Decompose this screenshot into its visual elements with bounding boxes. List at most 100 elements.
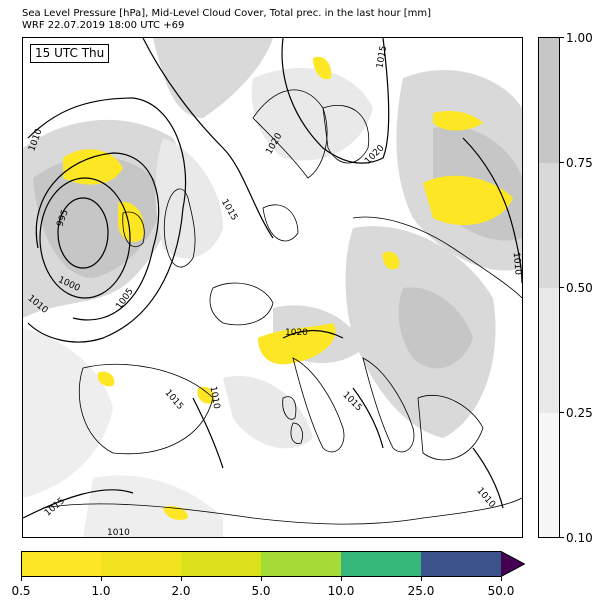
precip-area: [423, 175, 513, 226]
colorbar-tick-label: 1.00: [566, 31, 593, 45]
isobar: [27, 97, 187, 343]
precip-colorbar-outline: [21, 551, 525, 577]
precip-segment: [421, 551, 501, 577]
valid-time-label: 15 UTC Thu: [30, 44, 110, 63]
precipitation-layer: [63, 56, 513, 520]
isobar: [472, 447, 504, 509]
isobar: [281, 38, 390, 164]
cloud-area: [398, 287, 473, 369]
isobar-layer: [23, 38, 522, 519]
isobar-label: 1010: [107, 528, 130, 537]
isobar-label: 1015: [162, 388, 184, 412]
cloud-cover-layer: [23, 38, 522, 537]
isobar: [352, 387, 384, 449]
colorbar-tick-label: 0.5: [11, 584, 31, 598]
coastline: [290, 422, 303, 444]
coastline: [78, 363, 214, 455]
cloud-cover-colorbar: [538, 37, 560, 538]
weather-map: 995 1000 1005 1010 1010 1015 1020 1020 1…: [23, 38, 522, 537]
coastline: [352, 216, 522, 299]
colorbar-tick-label: 0.50: [566, 281, 593, 295]
coastline: [252, 89, 328, 179]
colorbar-tick-label: 1.0: [91, 584, 111, 598]
precip-extend-arrow: [501, 551, 525, 577]
precip-area: [118, 202, 144, 243]
coastline: [282, 396, 297, 420]
colorbar-tick: [421, 577, 422, 581]
map-panel: 995 1000 1005 1010 1010 1015 1020 1020 1…: [22, 37, 523, 538]
cloud-cover-segment: [539, 163, 559, 288]
precip-area: [258, 323, 336, 365]
colorbar-tick-label: 25.0: [407, 584, 435, 598]
colorbar-tick: [560, 412, 564, 413]
precip-area: [197, 386, 215, 404]
coastline: [417, 394, 484, 461]
colorbar-tick-label: 2.0: [171, 584, 191, 598]
cloud-area: [223, 376, 313, 449]
isobar: [192, 397, 224, 469]
colorbar-tick: [560, 162, 564, 163]
coastline: [292, 357, 345, 453]
precip-area: [63, 149, 123, 185]
map-title: Sea Level Pressure [hPa], Mid-Level Clou…: [22, 8, 432, 19]
cloud-area: [155, 138, 223, 259]
isobar-label: 1005: [114, 287, 135, 311]
precip-segment: [101, 551, 181, 577]
coastline: [42, 497, 522, 525]
colorbar-tick-label: 10.0: [327, 584, 355, 598]
precip-colorbar: [21, 551, 525, 577]
precip-segment: [261, 551, 341, 577]
precip-area: [97, 371, 115, 387]
colorbar-tick-label: 50.0: [487, 584, 515, 598]
isobar-label: 1015: [375, 45, 389, 69]
coastline: [163, 188, 196, 268]
isobar-label: 1020: [363, 143, 386, 166]
colorbar-tick: [341, 577, 342, 581]
cloud-area: [251, 68, 373, 161]
coastline: [209, 282, 274, 326]
colorbar-tick: [181, 577, 182, 581]
isobar-label: 1010: [207, 386, 221, 411]
colorbar-tick: [21, 577, 22, 581]
precip-area: [433, 111, 483, 131]
isobar-label: 1020: [285, 328, 308, 338]
cloud-cover-segment: [539, 413, 559, 537]
cloud-area: [23, 328, 113, 498]
isobar-label: 1010: [511, 252, 522, 276]
precip-area: [382, 251, 400, 270]
colorbar-tick: [560, 287, 564, 288]
coastline: [122, 211, 145, 248]
coastline: [362, 357, 415, 453]
cloud-cover-segment: [539, 38, 559, 163]
coastline: [322, 105, 370, 164]
colorbar-tick-label: 0.10: [566, 531, 593, 545]
isobar-label: 1010: [474, 486, 497, 510]
isobar: [462, 137, 522, 284]
precip-segment: [21, 551, 101, 577]
colorbar-tick: [101, 577, 102, 581]
precip-area: [163, 506, 188, 520]
colorbar-tick: [261, 577, 262, 581]
colorbar-tick-label: 0.75: [566, 156, 593, 170]
isobar: [142, 38, 274, 239]
map-subtitle: WRF 22.07.2019 18:00 UTC +69: [22, 20, 185, 31]
colorbar-tick-label: 5.0: [251, 584, 271, 598]
precip-area: [313, 56, 332, 80]
isobar-label: 1015: [43, 496, 67, 518]
precip-segment: [181, 551, 261, 577]
isobar-label: 1015: [340, 390, 363, 413]
colorbar-tick: [560, 537, 564, 538]
colorbar-tick: [560, 37, 564, 38]
cloud-area: [153, 38, 273, 118]
cloud-area: [33, 156, 163, 278]
coastline-layer: [42, 89, 522, 525]
isobar: [57, 197, 109, 269]
isobar: [35, 152, 160, 321]
isobar: [23, 489, 134, 519]
coastline: [262, 204, 299, 242]
isobar: [282, 329, 344, 339]
colorbar-tick-label: 0.25: [566, 406, 593, 420]
isobar: [39, 177, 131, 299]
colorbar-tick: [501, 577, 502, 581]
precip-segment: [341, 551, 421, 577]
